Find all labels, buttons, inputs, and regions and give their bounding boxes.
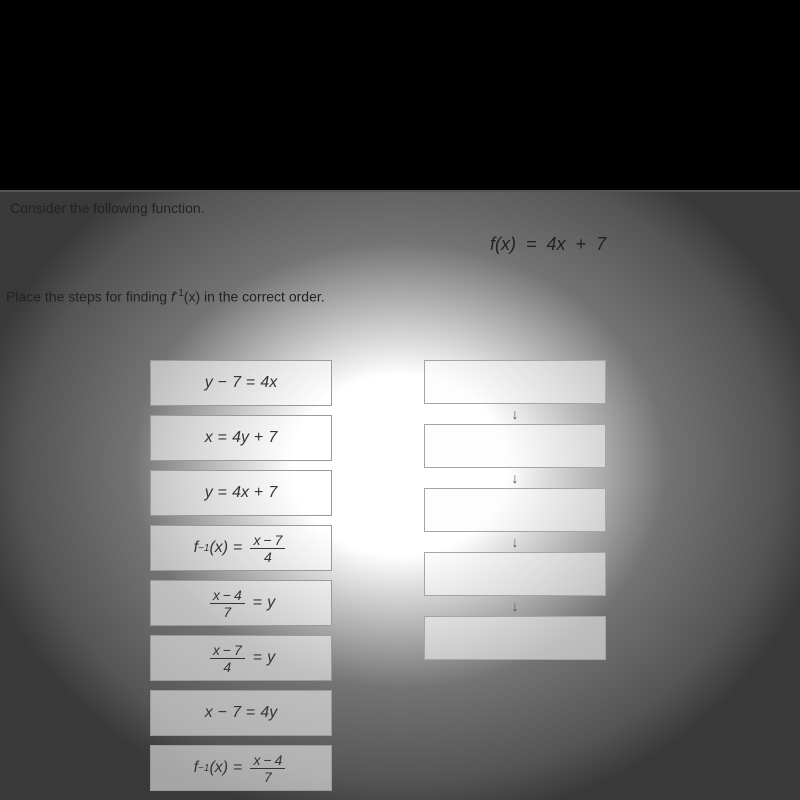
down-arrow-icon: ↓ bbox=[512, 596, 519, 616]
prompt-line-1: Consider the following function. bbox=[10, 200, 205, 216]
slots-column: ↓ ↓ ↓ ↓ bbox=[424, 360, 606, 791]
drop-slot[interactable] bbox=[424, 360, 606, 404]
drop-slot[interactable] bbox=[424, 616, 606, 660]
black-top-region bbox=[0, 0, 800, 190]
down-arrow-icon: ↓ bbox=[512, 468, 519, 488]
draggable-tile[interactable]: x−74=y bbox=[150, 635, 332, 681]
draggable-tile[interactable]: x=4y+7 bbox=[150, 415, 332, 461]
prompt-line-2: Place the steps for finding f-1(x) in th… bbox=[6, 288, 325, 305]
draggable-tile[interactable]: f−1(x)=x−74 bbox=[150, 525, 332, 571]
draggable-tile[interactable]: x−7=4y bbox=[150, 690, 332, 736]
given-function: f(x) = 4x + 7 bbox=[490, 234, 606, 255]
prompt-arg: (x) bbox=[184, 289, 200, 305]
prompt-pre: Place the steps for finding bbox=[6, 289, 171, 305]
draggable-tile[interactable]: f−1(x)=x−47 bbox=[150, 745, 332, 791]
prompt-post: in the correct order. bbox=[200, 289, 325, 305]
worksheet-page: Consider the following function. f(x) = … bbox=[0, 190, 800, 800]
draggable-tile[interactable]: x−47=y bbox=[150, 580, 332, 626]
draggable-tile[interactable]: y=4x+7 bbox=[150, 470, 332, 516]
drop-slot[interactable] bbox=[424, 424, 606, 468]
down-arrow-icon: ↓ bbox=[512, 404, 519, 424]
columns-wrap: y−7=4x x=4y+7 y=4x+7 f−1(x)=x−74 x−47=y x−74=… bbox=[150, 360, 606, 791]
tiles-column: y−7=4x x=4y+7 y=4x+7 f−1(x)=x−74 x−47=y x−74=… bbox=[150, 360, 332, 791]
down-arrow-icon: ↓ bbox=[512, 532, 519, 552]
prompt-exp: -1 bbox=[175, 288, 184, 299]
drop-slot[interactable] bbox=[424, 552, 606, 596]
draggable-tile[interactable]: y−7=4x bbox=[150, 360, 332, 406]
drop-slot[interactable] bbox=[424, 488, 606, 532]
